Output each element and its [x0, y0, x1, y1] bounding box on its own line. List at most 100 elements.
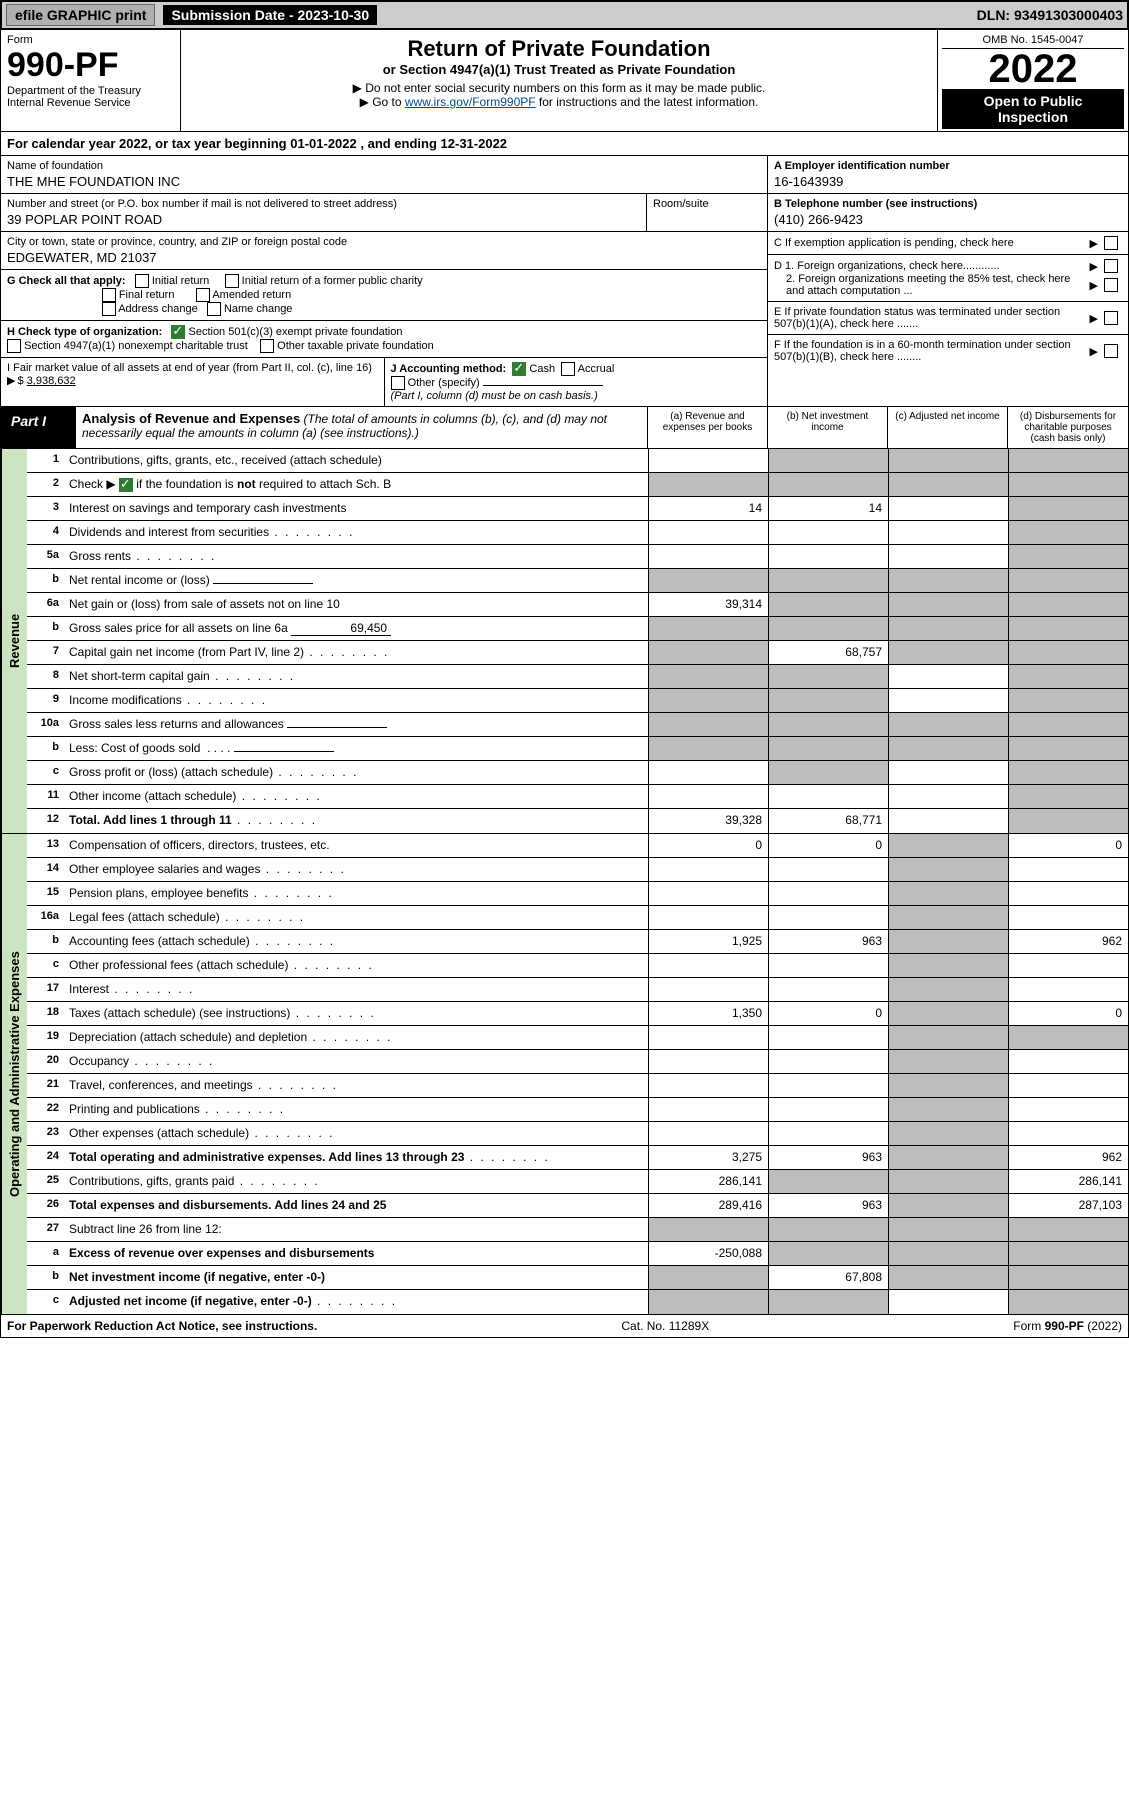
page-footer: For Paperwork Reduction Act Notice, see …	[0, 1315, 1129, 1338]
section-e: E If private foundation status was termi…	[774, 306, 1090, 330]
line-20: Occupancy	[65, 1050, 648, 1073]
chk-other-taxable[interactable]	[260, 339, 274, 353]
chk-501c3[interactable]	[171, 325, 185, 339]
entity-info-grid: Name of foundation THE MHE FOUNDATION IN…	[0, 156, 1129, 406]
goto-prefix: ▶ Go to	[360, 95, 405, 109]
chk-other-method[interactable]	[391, 376, 405, 390]
line-4: Dividends and interest from securities	[65, 521, 648, 544]
section-d2: 2. Foreign organizations meeting the 85%…	[774, 273, 1090, 297]
line-1: Contributions, gifts, grants, etc., rece…	[65, 449, 648, 472]
form-number: 990-PF	[7, 46, 174, 85]
submission-date: Submission Date - 2023-10-30	[163, 5, 377, 25]
chk-name-change[interactable]	[207, 302, 221, 316]
goto-suffix: for instructions and the latest informat…	[539, 95, 758, 109]
efile-graphic-btn[interactable]: efile GRAPHIC print	[6, 4, 155, 26]
address-value: 39 POPLAR POINT ROAD	[7, 212, 640, 227]
line-12: Total. Add lines 1 through 11	[65, 809, 648, 833]
chk-amended[interactable]	[196, 288, 210, 302]
chk-4947a1[interactable]	[7, 339, 21, 353]
revenue-section: Revenue 1Contributions, gifts, grants, e…	[0, 449, 1129, 834]
line-11: Other income (attach schedule)	[65, 785, 648, 808]
line-13: Compensation of officers, directors, tru…	[65, 834, 648, 857]
col-c-header: (c) Adjusted net income	[888, 407, 1008, 448]
foundation-name: THE MHE FOUNDATION INC	[7, 174, 761, 189]
chk-initial-former[interactable]	[225, 274, 239, 288]
irs-label: Internal Revenue Service	[7, 97, 174, 109]
cat-no: Cat. No. 11289X	[621, 1319, 709, 1333]
room-suite-label: Room/suite	[647, 194, 767, 231]
ein-label: A Employer identification number	[774, 160, 950, 172]
phone-label: B Telephone number (see instructions)	[774, 198, 977, 210]
dept-treasury: Department of the Treasury	[7, 85, 174, 97]
line-10a: Gross sales less returns and allowances	[65, 713, 648, 736]
form-word: Form	[7, 34, 174, 46]
section-d1: D 1. Foreign organizations, check here..…	[774, 260, 1090, 272]
line-5a: Gross rents	[65, 545, 648, 568]
part1-header: Part I Analysis of Revenue and Expenses …	[0, 406, 1129, 449]
line-14: Other employee salaries and wages	[65, 858, 648, 881]
form-subtitle: or Section 4947(a)(1) Trust Treated as P…	[187, 62, 931, 77]
section-f: F If the foundation is in a 60-month ter…	[774, 339, 1090, 363]
chk-f[interactable]	[1104, 344, 1118, 358]
line-6b: Gross sales price for all assets on line…	[65, 617, 648, 640]
paperwork-notice: For Paperwork Reduction Act Notice, see …	[7, 1319, 317, 1333]
line-3: Interest on savings and temporary cash i…	[65, 497, 648, 520]
chk-c[interactable]	[1104, 236, 1118, 250]
header-right: OMB No. 1545-0047 2022 Open to PublicIns…	[938, 30, 1128, 131]
form990pf-link[interactable]: www.irs.gov/Form990PF	[405, 95, 536, 109]
line-25: Contributions, gifts, grants paid	[65, 1170, 648, 1193]
chk-d2[interactable]	[1104, 278, 1118, 292]
line-22: Printing and publications	[65, 1098, 648, 1121]
line-27b: Net investment income (if negative, ente…	[65, 1266, 648, 1289]
revenue-side-label: Revenue	[1, 449, 27, 833]
chk-cash[interactable]	[512, 362, 526, 376]
chk-d1[interactable]	[1104, 259, 1118, 273]
line-5b: Net rental income or (loss)	[65, 569, 648, 592]
line-16a: Legal fees (attach schedule)	[65, 906, 648, 929]
part1-cash-note: (Part I, column (d) must be on cash basi…	[391, 390, 598, 402]
expenses-side-label: Operating and Administrative Expenses	[1, 834, 27, 1314]
line-23: Other expenses (attach schedule)	[65, 1122, 648, 1145]
line-10b: Less: Cost of goods sold . . . .	[65, 737, 648, 760]
tax-year: 2022	[942, 49, 1124, 89]
form-title: Return of Private Foundation	[187, 36, 931, 62]
line-24: Total operating and administrative expen…	[65, 1146, 648, 1169]
chk-accrual[interactable]	[561, 362, 575, 376]
section-g: G Check all that apply: Initial return I…	[1, 270, 767, 321]
section-h: H Check type of organization: Section 50…	[1, 321, 767, 358]
dln-label: DLN: 93491303000403	[977, 7, 1123, 23]
chk-initial-return[interactable]	[135, 274, 149, 288]
line-6a: Net gain or (loss) from sale of assets n…	[65, 593, 648, 616]
col-d-header: (d) Disbursements for charitable purpose…	[1008, 407, 1128, 448]
chk-final-return[interactable]	[102, 288, 116, 302]
note-goto: ▶ Go to www.irs.gov/Form990PF for instru…	[187, 95, 931, 109]
foundation-name-label: Name of foundation	[7, 160, 761, 172]
line-21: Travel, conferences, and meetings	[65, 1074, 648, 1097]
line-7: Capital gain net income (from Part IV, l…	[65, 641, 648, 664]
line-18: Taxes (attach schedule) (see instruction…	[65, 1002, 648, 1025]
line-16b: Accounting fees (attach schedule)	[65, 930, 648, 953]
chk-sch-b[interactable]	[119, 478, 133, 492]
form-header: Form 990-PF Department of the Treasury I…	[0, 30, 1129, 132]
city-value: EDGEWATER, MD 21037	[7, 250, 761, 265]
phone-value: (410) 266-9423	[774, 212, 1122, 227]
efile-top-bar: efile GRAPHIC print Submission Date - 20…	[0, 0, 1129, 30]
header-left: Form 990-PF Department of the Treasury I…	[1, 30, 181, 131]
col-a-header: (a) Revenue and expenses per books	[648, 407, 768, 448]
line-2: Check ▶ if the foundation is not require…	[65, 473, 648, 496]
fmv-value: 3,938,632	[27, 375, 76, 387]
chk-address-change[interactable]	[102, 302, 116, 316]
ein-value: 16-1643939	[774, 174, 1122, 189]
line-9: Income modifications	[65, 689, 648, 712]
col-b-header: (b) Net investment income	[768, 407, 888, 448]
line-10c: Gross profit or (loss) (attach schedule)	[65, 761, 648, 784]
part1-label: Part I	[1, 407, 76, 448]
chk-e[interactable]	[1104, 311, 1118, 325]
address-label: Number and street (or P.O. box number if…	[7, 198, 640, 210]
line-17: Interest	[65, 978, 648, 1001]
line-27: Subtract line 26 from line 12:	[65, 1218, 648, 1241]
line-19: Depreciation (attach schedule) and deple…	[65, 1026, 648, 1049]
line-8: Net short-term capital gain	[65, 665, 648, 688]
part1-title: Analysis of Revenue and Expenses	[82, 411, 300, 426]
line-16c: Other professional fees (attach schedule…	[65, 954, 648, 977]
